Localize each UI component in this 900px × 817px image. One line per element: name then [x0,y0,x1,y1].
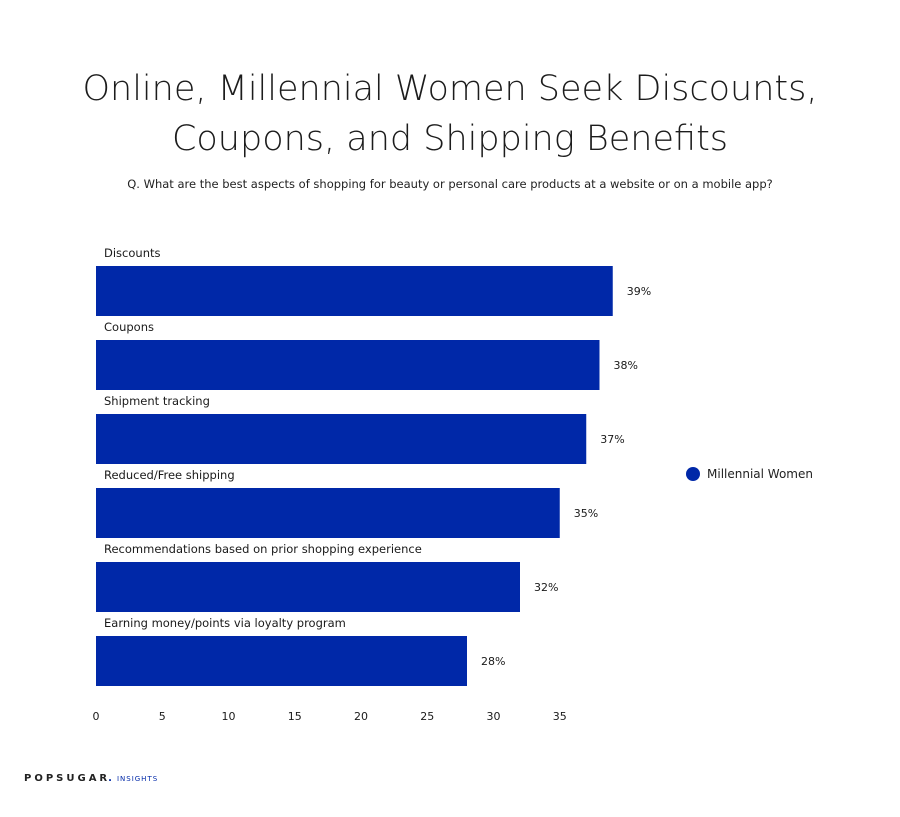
x-tick-label: 35 [553,710,567,723]
bar [96,266,613,316]
chart-title-line-1: Online, Millennial Women Seek Discounts, [82,69,818,109]
brand-name: POPSUGAR [24,773,111,784]
brand-suffix: INSIGHTS [116,775,159,783]
legend-label: Millennial Women [707,467,813,481]
x-tick-label: 30 [487,710,501,723]
bar [96,636,467,686]
chart-subtitle: Q. What are the best aspects of shopping… [127,177,773,191]
x-tick-label: 5 [159,710,166,723]
data-label: 37% [600,433,624,446]
data-label: 28% [481,655,505,668]
x-tick-label: 20 [354,710,368,723]
category-label: Coupons [104,320,154,334]
bar [96,562,520,612]
bar [96,488,560,538]
brand-logo: POPSUGAR . INSIGHTS [24,773,158,784]
data-label: 38% [614,359,638,372]
data-label: 32% [534,581,558,594]
x-tick-label: 0 [93,710,100,723]
brand-dot: . [108,773,115,784]
x-tick-label: 10 [222,710,236,723]
legend-swatch [686,467,700,481]
data-label: 39% [627,285,651,298]
category-label: Earning money/points via loyalty program [104,616,346,630]
bar [96,414,587,464]
data-label: 35% [574,507,598,520]
category-label: Shipment tracking [104,394,210,408]
category-label: Reduced/Free shipping [104,468,235,482]
x-tick-label: 15 [288,710,302,723]
chart-title: Online, Millennial Women Seek Discounts,… [0,64,900,164]
category-label: Recommendations based on prior shopping … [104,542,422,556]
legend: Millennial Women [686,467,813,481]
bar [96,340,600,390]
x-tick-label: 25 [420,710,434,723]
chart-title-line-2: Coupons, and Shipping Benefits [171,119,729,159]
category-label: Discounts [104,246,160,260]
